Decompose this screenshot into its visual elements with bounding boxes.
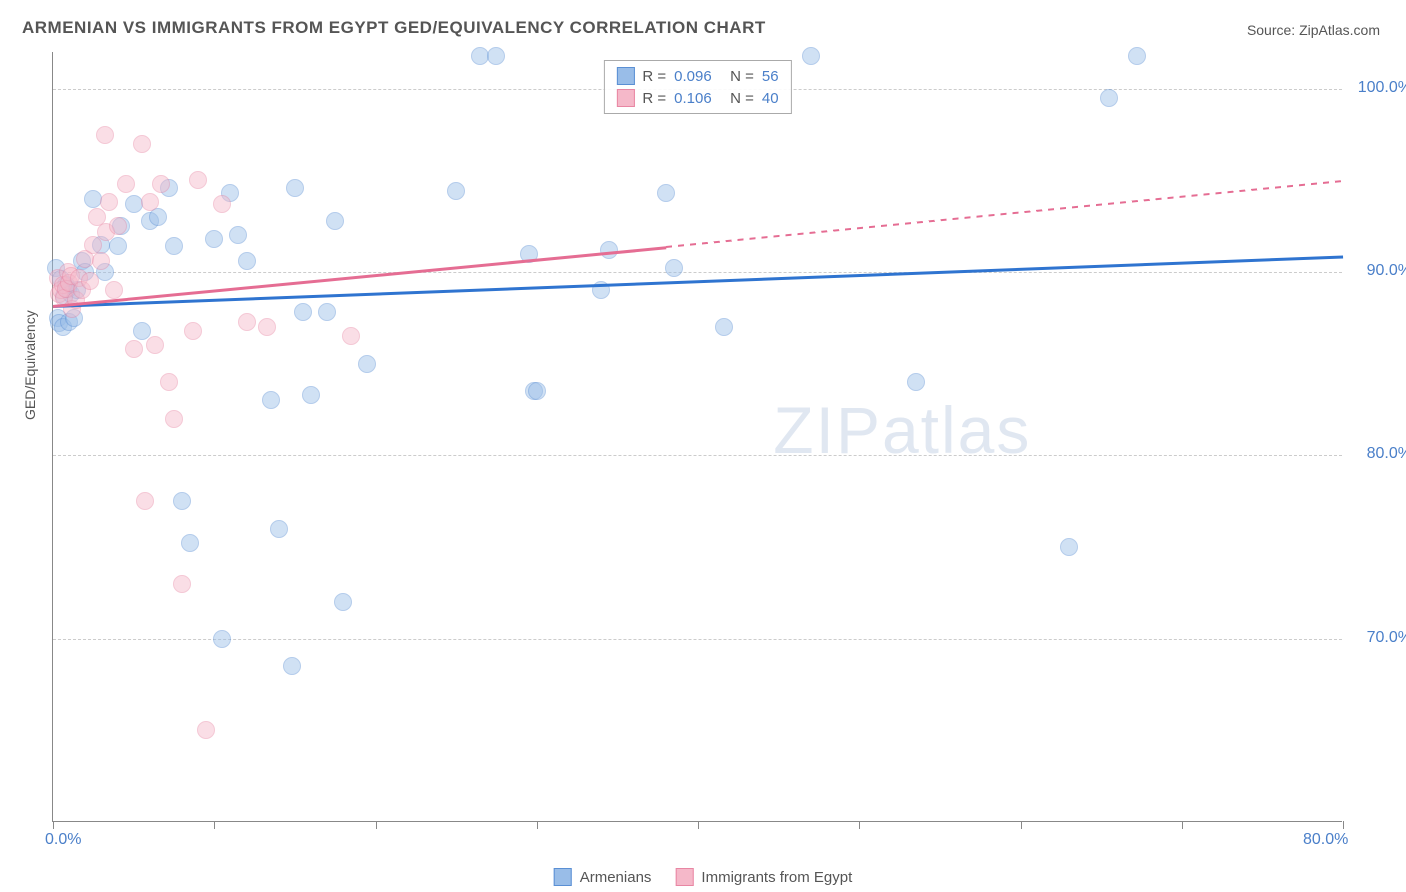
- y-axis-label: GED/Equivalency: [22, 310, 38, 420]
- scatter-point: [334, 593, 352, 611]
- scatter-point: [141, 193, 159, 211]
- x-tick: [698, 821, 699, 829]
- scatter-point: [294, 303, 312, 321]
- scatter-point: [326, 212, 344, 230]
- x-tick: [859, 821, 860, 829]
- gridline: [53, 455, 1342, 456]
- scatter-point: [1060, 538, 1078, 556]
- scatter-point: [125, 340, 143, 358]
- y-tick-label: 90.0%: [1367, 262, 1406, 280]
- scatter-point: [238, 252, 256, 270]
- scatter-point: [173, 575, 191, 593]
- scatter-point: [907, 373, 925, 391]
- scatter-point: [1100, 89, 1118, 107]
- stats-row: R =0.106N =40: [616, 87, 778, 109]
- plot-area: 70.0%80.0%90.0%100.0%0.0%80.0%R =0.096N …: [52, 52, 1342, 822]
- scatter-point: [197, 721, 215, 739]
- scatter-point: [84, 190, 102, 208]
- scatter-point: [152, 175, 170, 193]
- x-tick: [214, 821, 215, 829]
- scatter-point: [92, 252, 110, 270]
- scatter-point: [117, 175, 135, 193]
- gridline: [53, 639, 1342, 640]
- x-tick: [1021, 821, 1022, 829]
- scatter-point: [109, 237, 127, 255]
- legend-label: Armenians: [580, 869, 652, 886]
- scatter-point: [173, 492, 191, 510]
- bottom-legend: Armenians Immigrants from Egypt: [554, 868, 853, 886]
- scatter-point: [213, 195, 231, 213]
- trend-line: [666, 180, 1343, 248]
- y-tick-label: 70.0%: [1367, 629, 1406, 647]
- x-tick: [376, 821, 377, 829]
- scatter-point: [96, 126, 114, 144]
- scatter-point: [1128, 47, 1146, 65]
- legend-item: Immigrants from Egypt: [675, 868, 852, 886]
- scatter-point: [657, 184, 675, 202]
- stats-row: R =0.096N =56: [616, 65, 778, 87]
- scatter-point: [109, 217, 127, 235]
- legend-item: Armenians: [554, 868, 652, 886]
- scatter-point: [262, 391, 280, 409]
- scatter-point: [665, 259, 683, 277]
- scatter-point: [802, 47, 820, 65]
- scatter-point: [286, 179, 304, 197]
- x-tick: [53, 821, 54, 829]
- scatter-point: [270, 520, 288, 538]
- legend-swatch: [616, 89, 634, 107]
- scatter-point: [205, 230, 223, 248]
- x-tick: [1343, 821, 1344, 829]
- legend-swatch: [554, 868, 572, 886]
- scatter-point: [160, 373, 178, 391]
- x-tick-label: 80.0%: [1303, 831, 1348, 849]
- scatter-point: [238, 313, 256, 331]
- legend-swatch: [616, 67, 634, 85]
- scatter-point: [133, 322, 151, 340]
- scatter-point: [165, 237, 183, 255]
- scatter-point: [318, 303, 336, 321]
- scatter-point: [715, 318, 733, 336]
- scatter-point: [213, 630, 231, 648]
- scatter-point: [100, 193, 118, 211]
- x-tick: [1182, 821, 1183, 829]
- x-tick: [537, 821, 538, 829]
- scatter-point: [133, 135, 151, 153]
- scatter-point: [181, 534, 199, 552]
- scatter-point: [146, 336, 164, 354]
- source-label: Source: ZipAtlas.com: [1247, 22, 1380, 38]
- scatter-point: [81, 272, 99, 290]
- scatter-point: [165, 410, 183, 428]
- scatter-point: [136, 492, 154, 510]
- scatter-point: [600, 241, 618, 259]
- trend-line: [53, 246, 666, 307]
- scatter-point: [189, 171, 207, 189]
- scatter-point: [342, 327, 360, 345]
- gridline: [53, 272, 1342, 273]
- chart-title: ARMENIAN VS IMMIGRANTS FROM EGYPT GED/EQ…: [22, 18, 766, 38]
- scatter-point: [229, 226, 247, 244]
- scatter-point: [302, 386, 320, 404]
- scatter-point: [184, 322, 202, 340]
- scatter-point: [528, 382, 546, 400]
- scatter-point: [105, 281, 123, 299]
- x-tick-label: 0.0%: [45, 831, 81, 849]
- scatter-point: [447, 182, 465, 200]
- y-tick-label: 100.0%: [1358, 79, 1406, 97]
- y-tick-label: 80.0%: [1367, 445, 1406, 463]
- legend-swatch: [675, 868, 693, 886]
- scatter-point: [258, 318, 276, 336]
- scatter-point: [358, 355, 376, 373]
- stats-legend: R =0.096N =56R =0.106N =40: [603, 60, 791, 114]
- legend-label: Immigrants from Egypt: [701, 869, 852, 886]
- scatter-point: [283, 657, 301, 675]
- scatter-point: [125, 195, 143, 213]
- scatter-point: [487, 47, 505, 65]
